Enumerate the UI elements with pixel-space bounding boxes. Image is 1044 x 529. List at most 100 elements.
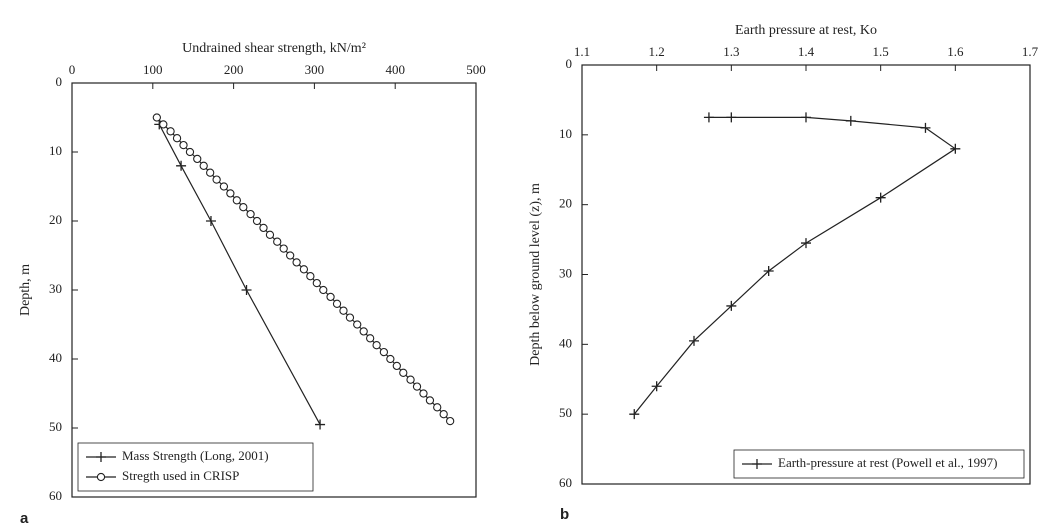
panel-label: a bbox=[20, 510, 29, 527]
marker bbox=[651, 381, 662, 392]
marker bbox=[379, 347, 389, 357]
plot-frame bbox=[581, 64, 1031, 485]
marker bbox=[199, 161, 208, 170]
marker bbox=[399, 368, 408, 377]
x-tick-label: 0 bbox=[69, 62, 76, 77]
marker bbox=[845, 115, 856, 126]
y-tick-label: 60 bbox=[559, 475, 572, 490]
y-tick-label: 40 bbox=[559, 335, 572, 350]
marker bbox=[353, 320, 362, 329]
legend-label: Stregth used in CRISP bbox=[122, 468, 239, 483]
marker bbox=[801, 112, 811, 123]
marker bbox=[339, 306, 348, 315]
marker bbox=[185, 147, 195, 157]
x-axis-label: Undrained shear strength, kN/m² bbox=[182, 41, 366, 56]
marker bbox=[152, 113, 161, 122]
y-tick-label: 0 bbox=[566, 56, 573, 71]
marker bbox=[752, 459, 762, 469]
y-tick-label: 50 bbox=[559, 405, 572, 420]
marker bbox=[176, 160, 187, 171]
marker bbox=[366, 334, 375, 343]
marker bbox=[299, 265, 309, 274]
y-tick-label: 60 bbox=[49, 488, 62, 503]
marker bbox=[439, 410, 448, 419]
marker bbox=[212, 175, 221, 184]
x-tick-label: 400 bbox=[385, 62, 405, 77]
y-tick-label: 0 bbox=[56, 74, 63, 89]
marker bbox=[312, 278, 321, 288]
marker bbox=[219, 182, 229, 191]
y-tick-label: 40 bbox=[49, 350, 62, 365]
marker bbox=[306, 272, 315, 281]
panel-label: b bbox=[560, 506, 569, 523]
marker bbox=[425, 396, 435, 405]
x-tick-label: 300 bbox=[305, 62, 325, 77]
x-tick-label: 1.5 bbox=[873, 44, 889, 59]
marker bbox=[412, 382, 422, 391]
legend-label: Earth-pressure at rest (Powell et al., 1… bbox=[778, 455, 997, 470]
y-axis-label: Depth, m bbox=[18, 264, 33, 316]
series-line bbox=[158, 124, 321, 425]
marker bbox=[345, 313, 355, 322]
marker bbox=[950, 143, 961, 154]
y-tick-label: 10 bbox=[49, 143, 62, 158]
marker bbox=[726, 112, 737, 123]
marker bbox=[386, 354, 395, 364]
marker bbox=[292, 258, 301, 267]
x-tick-label: 1.4 bbox=[798, 44, 815, 59]
marker bbox=[205, 216, 216, 226]
marker bbox=[315, 419, 326, 430]
marker bbox=[96, 472, 106, 482]
marker bbox=[273, 237, 282, 246]
y-tick-label: 30 bbox=[49, 281, 62, 296]
marker bbox=[241, 285, 252, 295]
x-tick-label: 200 bbox=[224, 62, 244, 77]
marker bbox=[259, 223, 268, 233]
marker bbox=[326, 292, 335, 302]
y-tick-label: 10 bbox=[559, 126, 572, 141]
marker bbox=[232, 196, 241, 205]
x-tick-label: 1.1 bbox=[574, 44, 590, 59]
x-tick-label: 1.3 bbox=[723, 44, 739, 59]
y-tick-label: 20 bbox=[49, 212, 62, 227]
marker bbox=[801, 238, 811, 249]
marker bbox=[166, 127, 175, 136]
marker bbox=[239, 203, 248, 212]
marker bbox=[372, 341, 381, 350]
x-tick-label: 1.2 bbox=[649, 44, 665, 59]
marker bbox=[319, 285, 328, 295]
y-tick-label: 50 bbox=[49, 419, 62, 434]
marker bbox=[206, 168, 215, 177]
marker bbox=[179, 140, 188, 150]
y-tick-label: 20 bbox=[559, 196, 572, 211]
marker bbox=[279, 244, 288, 253]
marker bbox=[763, 266, 774, 277]
y-tick-label: 30 bbox=[559, 265, 572, 280]
legend-label: Mass Strength (Long, 2001) bbox=[122, 448, 269, 463]
marker bbox=[172, 134, 182, 143]
marker bbox=[392, 361, 401, 371]
x-axis-label: Earth pressure at rest, Ko bbox=[735, 23, 877, 38]
x-tick-label: 1.7 bbox=[1022, 44, 1039, 59]
marker bbox=[419, 389, 428, 398]
marker bbox=[96, 452, 106, 462]
marker bbox=[359, 327, 368, 336]
marker bbox=[433, 403, 442, 412]
legend-box bbox=[77, 442, 314, 492]
plot-frame bbox=[71, 82, 477, 498]
marker bbox=[726, 300, 737, 311]
marker bbox=[406, 375, 415, 384]
marker bbox=[159, 120, 168, 129]
marker bbox=[445, 416, 455, 426]
marker bbox=[246, 209, 255, 219]
marker bbox=[265, 230, 275, 239]
marker bbox=[332, 299, 342, 308]
series-line bbox=[633, 116, 957, 415]
marker bbox=[193, 154, 202, 164]
marker bbox=[226, 189, 235, 198]
marker bbox=[703, 112, 714, 123]
x-tick-label: 100 bbox=[143, 62, 163, 77]
marker bbox=[875, 192, 886, 203]
marker bbox=[920, 122, 931, 133]
